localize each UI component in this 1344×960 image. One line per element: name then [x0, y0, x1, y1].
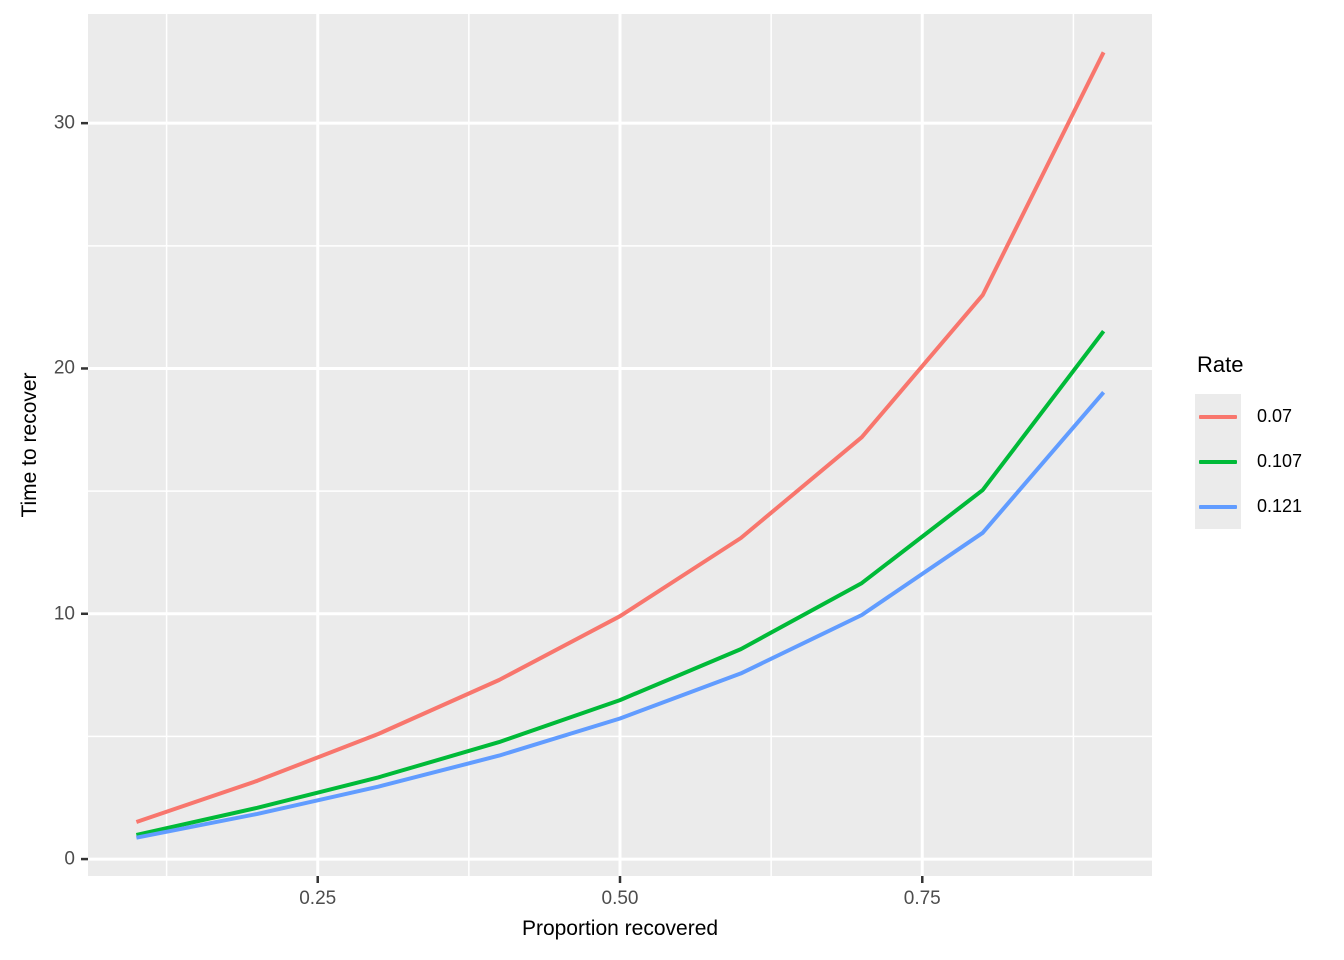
y-tick-label: 10	[53, 603, 75, 625]
y-tick-label: 30	[53, 112, 75, 134]
y-tick-label: 20	[53, 357, 75, 379]
legend-title: Rate	[1197, 352, 1244, 377]
legend-key-line-icon	[1199, 504, 1237, 509]
x-tick-label: 0.50	[601, 888, 639, 909]
legend-entry-label: 0.107	[1257, 451, 1303, 471]
x-tick-label: 0.75	[903, 888, 941, 909]
legend-key-line-icon	[1199, 414, 1237, 419]
legend-entries: 0.07 0.107 0.121	[1195, 394, 1344, 529]
legend: Rate 0.07 0.107 0.121	[1195, 352, 1344, 529]
legend-key-line-icon	[1199, 459, 1237, 464]
y-axis-title: Time to recover	[18, 372, 41, 518]
legend-entry-label: 0.07	[1257, 406, 1293, 426]
legend-entry: 0.07	[1195, 394, 1344, 439]
legend-key-box	[1195, 394, 1241, 439]
legend-key-box	[1195, 484, 1241, 529]
series-line-0.121	[136, 390, 1106, 840]
legend-entry: 0.121	[1195, 484, 1344, 529]
legend-entry: 0.107	[1195, 439, 1344, 484]
series-line-0.107	[135, 329, 1106, 837]
legend-key-box	[1195, 439, 1241, 484]
x-axis-title: Proportion recovered	[521, 917, 719, 940]
series-line-0.07	[135, 51, 1106, 824]
legend-entry-label: 0.121	[1257, 496, 1303, 516]
y-tick-label: 0	[64, 848, 75, 870]
x-tick-label: 0.25	[299, 888, 337, 909]
